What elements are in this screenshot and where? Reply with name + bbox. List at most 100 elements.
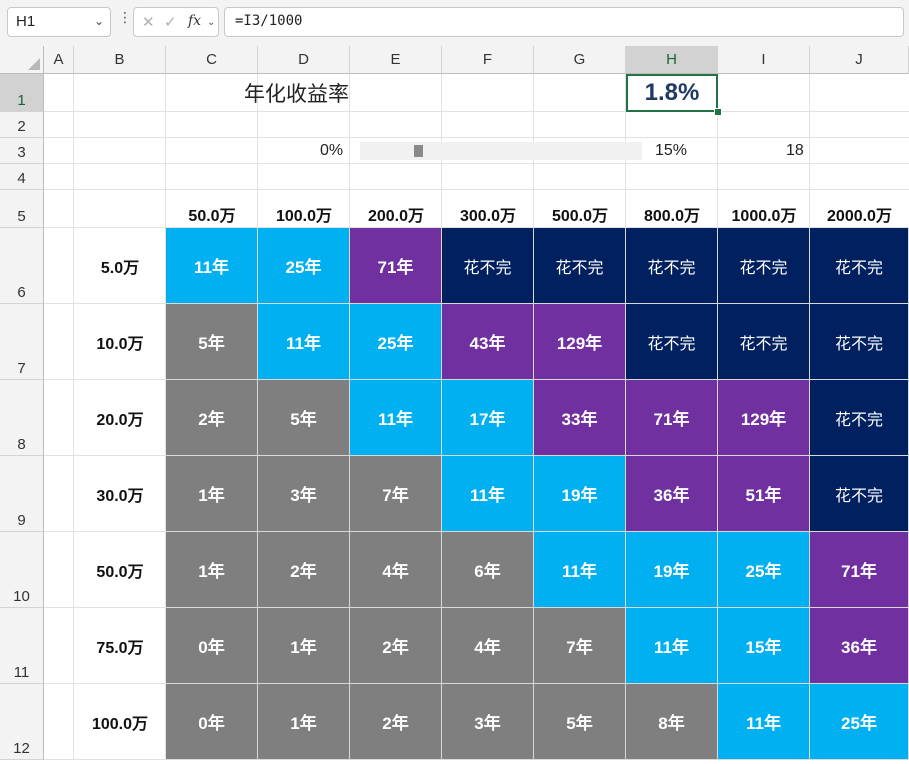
table-cell[interactable]: 33年 [534, 380, 626, 456]
table-cell[interactable]: 5年 [166, 304, 258, 380]
table-cell[interactable]: 11年 [626, 608, 718, 684]
insert-function-icon[interactable]: fx [188, 13, 202, 29]
column-header-b[interactable]: B [74, 46, 166, 74]
table-cell[interactable]: 19年 [626, 532, 718, 608]
table-cell[interactable]: 25年 [350, 304, 442, 380]
table-cell[interactable]: 2年 [350, 684, 442, 760]
row-header-5[interactable]: 5 [0, 190, 44, 228]
table-cell[interactable]: 11年 [166, 228, 258, 304]
table-cell[interactable]: 6年 [442, 532, 534, 608]
slider-min-label: 0% [320, 142, 344, 159]
table-cell[interactable]: 11年 [258, 304, 350, 380]
chevron-down-icon[interactable]: ⌄ [207, 17, 216, 28]
table-cell[interactable]: 25年 [258, 228, 350, 304]
table-cell[interactable]: 25年 [810, 684, 909, 760]
table-cell[interactable]: 5年 [258, 380, 350, 456]
column-header-c[interactable]: C [166, 46, 258, 74]
table-cell[interactable]: 3年 [442, 684, 534, 760]
enter-icon[interactable]: ✓ [164, 13, 177, 31]
formula-text[interactable]: =I3/1000 [235, 13, 303, 29]
table-cell[interactable]: 1年 [166, 532, 258, 608]
table-cell[interactable]: 花不完 [534, 228, 626, 304]
column-header-i[interactable]: I [718, 46, 810, 74]
table-cell[interactable]: 36年 [626, 456, 718, 532]
chevron-down-icon[interactable]: ⌄ [93, 14, 104, 28]
table-cell[interactable]: 71年 [626, 380, 718, 456]
more-options-icon[interactable]: ⋮ [118, 10, 132, 26]
gridline [44, 111, 909, 112]
row-header-2[interactable]: 2 [0, 112, 44, 138]
slider-thumb[interactable] [414, 145, 423, 157]
sheet-title: 年化收益率 [244, 82, 349, 106]
table-cell[interactable]: 25年 [718, 532, 810, 608]
table-cell[interactable]: 129年 [718, 380, 810, 456]
row-header-10[interactable]: 10 [0, 532, 44, 608]
table-cell[interactable]: 11年 [442, 456, 534, 532]
table-cell[interactable]: 11年 [350, 380, 442, 456]
table-cell[interactable]: 花不完 [718, 304, 810, 380]
formula-input[interactable]: =I3/1000 [224, 7, 904, 37]
table-cell[interactable]: 花不完 [810, 456, 909, 532]
column-header-j[interactable]: J [810, 46, 909, 74]
row-header-1[interactable]: 1 [0, 74, 44, 112]
table-cell[interactable]: 花不完 [718, 228, 810, 304]
row-header-8[interactable]: 8 [0, 380, 44, 456]
table-cell[interactable]: 4年 [442, 608, 534, 684]
name-box-value[interactable]: H1 [16, 13, 36, 30]
table-cell[interactable]: 5年 [534, 684, 626, 760]
table-cell[interactable]: 花不完 [810, 304, 909, 380]
table-cell[interactable]: 36年 [810, 608, 909, 684]
select-all-button[interactable] [0, 46, 44, 74]
table-cell[interactable]: 71年 [810, 532, 909, 608]
table-cell[interactable]: 1年 [258, 684, 350, 760]
row-header-6[interactable]: 6 [0, 228, 44, 304]
table-cell[interactable]: 17年 [442, 380, 534, 456]
row-header-3[interactable]: 3 [0, 138, 44, 164]
slider-track[interactable] [360, 142, 642, 160]
amount-row-header: 30.0万 [96, 488, 144, 505]
table-cell[interactable]: 8年 [626, 684, 718, 760]
selection-handle[interactable] [714, 108, 722, 116]
table-cell[interactable]: 花不完 [442, 228, 534, 304]
table-cell[interactable]: 2年 [166, 380, 258, 456]
row-header-7[interactable]: 7 [0, 304, 44, 380]
table-cell[interactable]: 4年 [350, 532, 442, 608]
table-cell[interactable]: 7年 [350, 456, 442, 532]
cancel-icon[interactable]: ✕ [142, 13, 155, 31]
column-header-a[interactable]: A [44, 46, 74, 74]
table-cell[interactable]: 129年 [534, 304, 626, 380]
table-cell[interactable]: 花不完 [810, 380, 909, 456]
table-cell[interactable]: 11年 [718, 684, 810, 760]
row-header-11[interactable]: 11 [0, 608, 44, 684]
row-header-9[interactable]: 9 [0, 456, 44, 532]
column-header-h[interactable]: H [626, 46, 718, 74]
table-cell[interactable]: 1年 [258, 608, 350, 684]
table-cell[interactable]: 0年 [166, 684, 258, 760]
gridline [44, 137, 909, 138]
rate-value-cell[interactable]: 1.8% [626, 74, 718, 112]
table-cell[interactable]: 15年 [718, 608, 810, 684]
table-cell[interactable]: 1年 [166, 456, 258, 532]
column-header-f[interactable]: F [442, 46, 534, 74]
column-header-e[interactable]: E [350, 46, 442, 74]
table-cell[interactable]: 2年 [350, 608, 442, 684]
table-cell[interactable]: 71年 [350, 228, 442, 304]
row-header-12[interactable]: 12 [0, 684, 44, 760]
table-cell[interactable]: 0年 [166, 608, 258, 684]
table-cell[interactable]: 花不完 [626, 228, 718, 304]
column-header-d[interactable]: D [258, 46, 350, 74]
table-cell[interactable]: 花不完 [810, 228, 909, 304]
table-cell[interactable]: 7年 [534, 608, 626, 684]
table-cell[interactable]: 43年 [442, 304, 534, 380]
column-header-g[interactable]: G [534, 46, 626, 74]
table-cell[interactable]: 51年 [718, 456, 810, 532]
amount-header: 100.0万 [275, 208, 333, 225]
table-cell[interactable]: 11年 [534, 532, 626, 608]
amount-header: 2000.0万 [827, 208, 892, 225]
table-cell[interactable]: 花不完 [626, 304, 718, 380]
table-cell[interactable]: 19年 [534, 456, 626, 532]
table-cell[interactable]: 2年 [258, 532, 350, 608]
name-box[interactable]: H1 ⌄ [7, 7, 111, 37]
table-cell[interactable]: 3年 [258, 456, 350, 532]
row-header-4[interactable]: 4 [0, 164, 44, 190]
